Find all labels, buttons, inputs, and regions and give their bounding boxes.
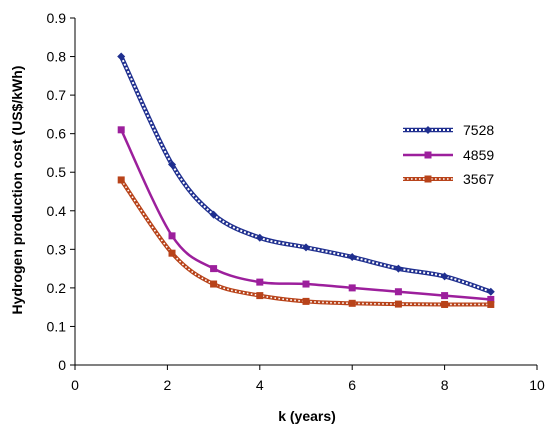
data-point bbox=[441, 292, 449, 300]
x-tick-label: 4 bbox=[256, 377, 264, 393]
x-tick-label: 8 bbox=[441, 377, 449, 393]
data-point bbox=[440, 272, 449, 281]
y-tick-label: 0.2 bbox=[47, 280, 67, 296]
data-point bbox=[487, 295, 495, 303]
data-point bbox=[441, 300, 449, 308]
series-3567 bbox=[117, 176, 495, 308]
legend-marker bbox=[424, 151, 432, 159]
data-point bbox=[348, 253, 357, 262]
legend-marker bbox=[424, 175, 432, 183]
legend-marker bbox=[424, 126, 432, 134]
y-tick-label: 0.8 bbox=[47, 49, 67, 65]
x-axis-title: k (years) bbox=[278, 408, 336, 424]
legend-item-4859: 4859 bbox=[403, 147, 494, 163]
x-tick-label: 10 bbox=[529, 377, 545, 393]
legend-item-7528: 7528 bbox=[403, 122, 494, 138]
legend-label: 3567 bbox=[463, 171, 494, 187]
data-point bbox=[168, 232, 176, 240]
data-point bbox=[117, 52, 126, 61]
data-point bbox=[302, 243, 310, 252]
data-point bbox=[302, 297, 310, 305]
y-tick-label: 0.1 bbox=[47, 318, 67, 334]
axes: 0 0.1 0.2 0.3 0.4 0.5 0.6 0.7 0.8 0.9 0 2 4 6 8 10 bbox=[47, 10, 545, 393]
data-point bbox=[394, 264, 403, 273]
data-point bbox=[256, 292, 264, 300]
y-tick-label: 0.4 bbox=[47, 203, 67, 219]
x-tick-label: 6 bbox=[348, 377, 356, 393]
data-point bbox=[302, 280, 310, 288]
data-point bbox=[486, 287, 495, 296]
y-tick-label: 0 bbox=[58, 357, 66, 373]
series-7528 bbox=[117, 52, 495, 296]
legend-label: 4859 bbox=[463, 147, 494, 163]
y-axis-title: Hydrogen production cost (US$/kWh) bbox=[9, 66, 25, 315]
data-point bbox=[117, 176, 125, 184]
data-point bbox=[209, 210, 218, 219]
x-tick-label: 0 bbox=[71, 377, 79, 393]
data-point bbox=[168, 160, 177, 169]
data-point bbox=[348, 299, 356, 307]
series-4859 bbox=[117, 126, 495, 303]
data-point bbox=[487, 300, 495, 308]
y-tick-label: 0.9 bbox=[47, 10, 67, 26]
y-tick-label: 0.3 bbox=[47, 241, 67, 257]
legend: 7528 4859 3567 bbox=[403, 122, 494, 187]
x-tick-label: 2 bbox=[164, 377, 172, 393]
series-group bbox=[117, 52, 495, 308]
y-tick-label: 0.5 bbox=[47, 164, 67, 180]
y-tick-label: 0.7 bbox=[47, 87, 67, 103]
y-tick-label: 0.6 bbox=[47, 126, 67, 142]
data-point bbox=[210, 265, 218, 273]
legend-item-3567: 3567 bbox=[403, 171, 494, 187]
data-point bbox=[117, 126, 125, 134]
data-point bbox=[210, 280, 218, 288]
data-point bbox=[394, 300, 402, 308]
legend-label: 7528 bbox=[463, 122, 494, 138]
data-point bbox=[394, 288, 402, 296]
data-point bbox=[348, 284, 356, 292]
data-point bbox=[168, 249, 176, 257]
data-point bbox=[255, 233, 264, 242]
data-point bbox=[256, 278, 264, 286]
series-line-pattern bbox=[120, 56, 492, 293]
